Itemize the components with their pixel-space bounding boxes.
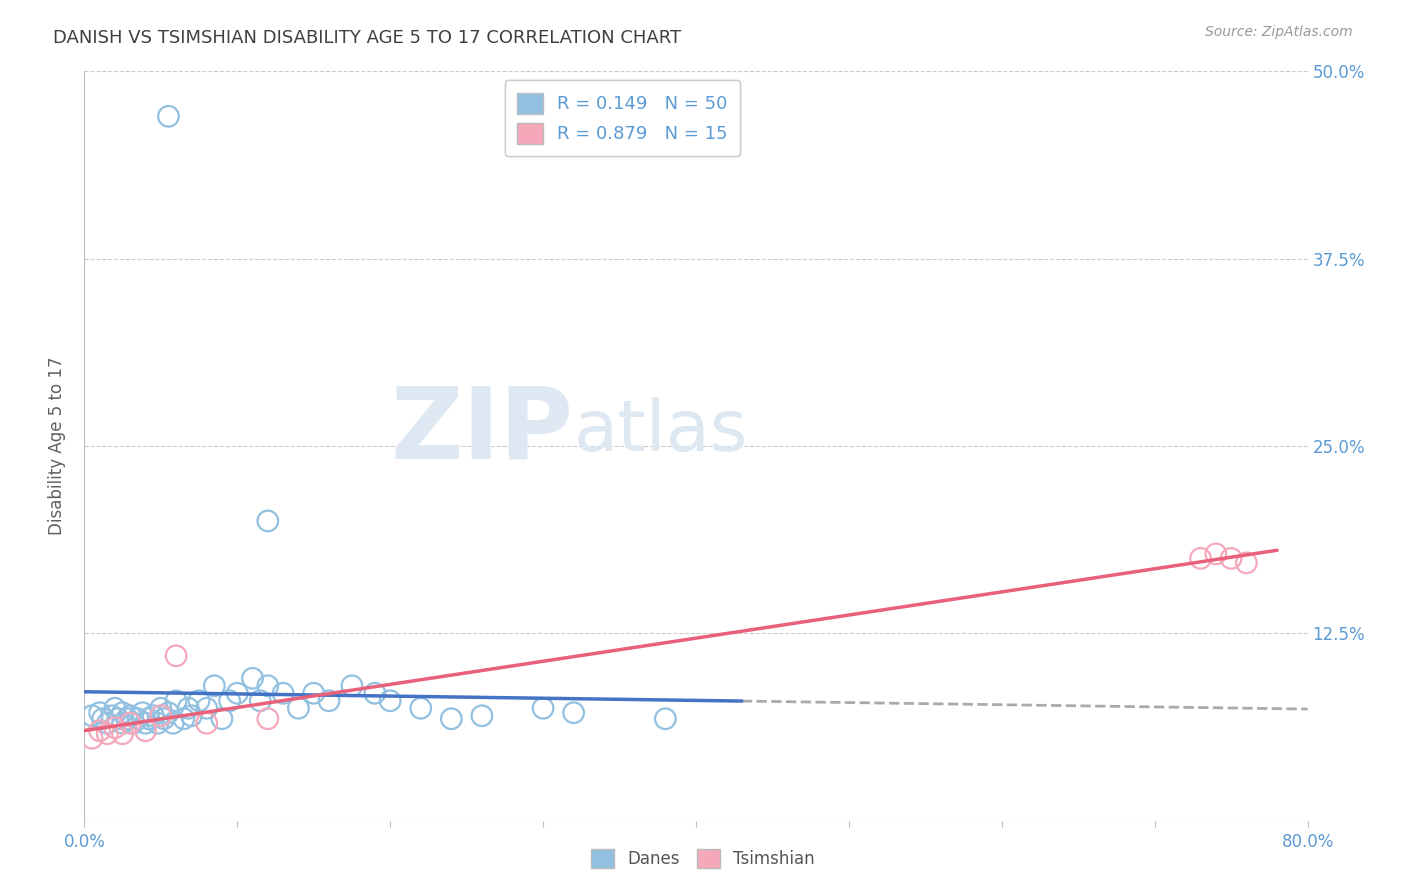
- Point: [302, 686, 325, 700]
- Point: [89, 723, 111, 738]
- Point: [104, 701, 127, 715]
- Point: [142, 708, 165, 723]
- Point: [654, 712, 676, 726]
- Point: [173, 712, 195, 726]
- Point: [149, 708, 172, 723]
- Point: [226, 686, 249, 700]
- Point: [440, 712, 463, 726]
- Legend: R = 0.149   N = 50, R = 0.879   N = 15: R = 0.149 N = 50, R = 0.879 N = 15: [505, 80, 741, 156]
- Point: [149, 701, 172, 715]
- Point: [111, 716, 134, 731]
- Point: [249, 694, 271, 708]
- Point: [340, 679, 363, 693]
- Point: [120, 716, 142, 731]
- Point: [257, 679, 280, 693]
- Point: [287, 701, 309, 715]
- Point: [188, 694, 211, 708]
- Point: [1189, 551, 1212, 566]
- Point: [162, 716, 184, 731]
- Point: [135, 723, 157, 738]
- Point: [562, 706, 585, 720]
- Point: [104, 721, 127, 735]
- Point: [138, 712, 160, 726]
- Point: [96, 716, 118, 731]
- Point: [146, 716, 169, 731]
- Point: [101, 708, 124, 723]
- Point: [157, 109, 180, 123]
- Point: [177, 701, 200, 715]
- Point: [120, 708, 142, 723]
- Point: [127, 712, 149, 726]
- Point: [122, 716, 145, 731]
- Point: [271, 686, 294, 700]
- Point: [318, 694, 340, 708]
- Y-axis label: Disability Age 5 to 17: Disability Age 5 to 17: [48, 357, 66, 535]
- Point: [96, 727, 118, 741]
- Point: [180, 708, 202, 723]
- Point: [80, 731, 103, 746]
- Point: [195, 716, 218, 731]
- Text: ZIP: ZIP: [391, 383, 574, 480]
- Point: [111, 706, 134, 720]
- Point: [115, 712, 138, 726]
- Point: [531, 701, 554, 715]
- Point: [80, 708, 103, 723]
- Point: [242, 671, 264, 685]
- Point: [211, 712, 233, 726]
- Point: [1236, 556, 1258, 570]
- Point: [165, 694, 187, 708]
- Point: [380, 694, 402, 708]
- Point: [218, 694, 240, 708]
- Point: [364, 686, 387, 700]
- Point: [1205, 547, 1227, 561]
- Point: [111, 727, 134, 741]
- Text: Source: ZipAtlas.com: Source: ZipAtlas.com: [1205, 25, 1353, 39]
- Point: [471, 708, 494, 723]
- Text: DANISH VS TSIMSHIAN DISABILITY AGE 5 TO 17 CORRELATION CHART: DANISH VS TSIMSHIAN DISABILITY AGE 5 TO …: [53, 29, 682, 46]
- Point: [202, 679, 225, 693]
- Point: [157, 706, 180, 720]
- Point: [91, 712, 114, 726]
- Point: [89, 706, 111, 720]
- Point: [1220, 551, 1243, 566]
- Text: atlas: atlas: [574, 397, 748, 466]
- Legend: Danes, Tsimshian: Danes, Tsimshian: [585, 842, 821, 875]
- Point: [195, 701, 218, 715]
- Point: [257, 712, 280, 726]
- Point: [409, 701, 432, 715]
- Point: [165, 648, 187, 663]
- Point: [131, 706, 153, 720]
- Point: [153, 712, 176, 726]
- Point: [135, 716, 157, 731]
- Point: [107, 712, 129, 726]
- Point: [257, 514, 280, 528]
